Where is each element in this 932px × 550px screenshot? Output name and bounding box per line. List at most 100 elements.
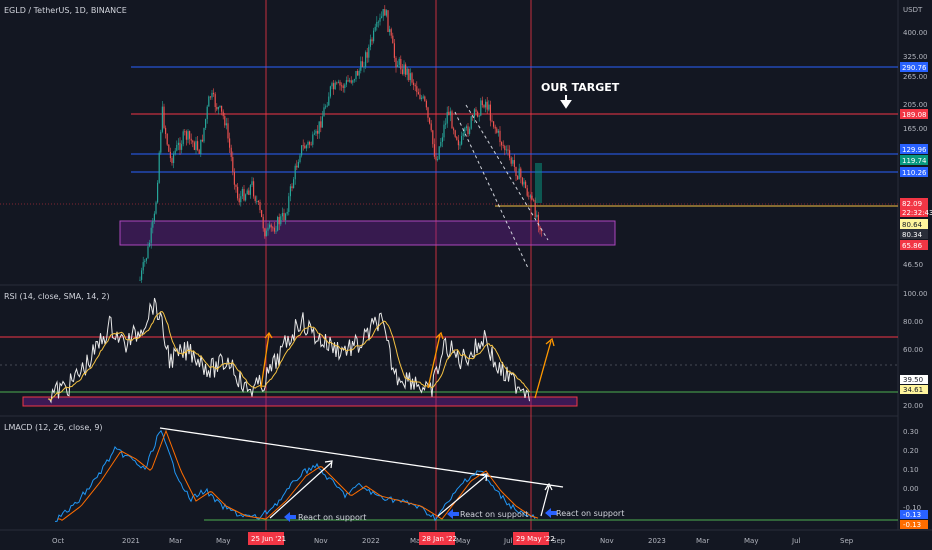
candle-body (145, 258, 147, 261)
candle-body (454, 130, 456, 137)
candle-body (526, 188, 528, 196)
candle-body (481, 100, 483, 106)
candle-body (438, 146, 440, 160)
candle-body (344, 84, 346, 89)
candle-body (523, 181, 525, 185)
candle-body (182, 131, 184, 145)
react-support-3: React on support (556, 509, 624, 518)
candle-body (446, 111, 448, 124)
price-axis-tags: 290.76 189.08 129.96 119.74 110.26 82.0922:32… (900, 62, 932, 250)
price-candles (139, 5, 543, 283)
macd-white-arrows (269, 460, 553, 519)
candle-body (521, 177, 523, 185)
candle-body (230, 147, 232, 157)
support-zone[interactable] (119, 220, 616, 246)
candle-body (163, 106, 165, 128)
time-marker-label: 25 Jun '21 (251, 535, 286, 543)
candle-body (501, 142, 503, 146)
rsi-tick: 100.00 (903, 290, 928, 298)
candle-body (187, 131, 189, 140)
candle-body (161, 106, 163, 132)
macd-arrow-1 (269, 460, 333, 519)
candle-body (310, 144, 312, 146)
candle-body (494, 126, 496, 129)
candle-body (289, 186, 291, 197)
candle-body (459, 144, 461, 146)
candle-body (371, 39, 373, 42)
candle-body (294, 165, 296, 180)
candle-body (240, 196, 242, 203)
candle-body (353, 79, 355, 81)
wedge-line-lower (454, 111, 529, 269)
candle-body (355, 70, 357, 80)
candle-body (312, 134, 314, 145)
candle-body (177, 142, 179, 145)
macd-arrow-3 (540, 482, 553, 517)
candle-body (171, 158, 173, 164)
macd-tick: -0.10 (903, 504, 921, 512)
candle-body (422, 96, 424, 98)
candle-body (510, 157, 512, 164)
candle-body (307, 141, 309, 146)
price-axis-ticks: 400.00 325.00 265.00 205.00 165.00 46.50 (903, 29, 928, 269)
candle-body (435, 156, 437, 161)
macd-tag-2 (900, 520, 928, 529)
candle-body (377, 21, 379, 23)
candle-body (417, 92, 419, 95)
price-tick: 265.00 (903, 73, 928, 81)
candle-body (211, 92, 213, 98)
candle-body (328, 96, 330, 106)
candle-body (238, 198, 240, 203)
candle-body (525, 181, 527, 189)
candle-body (397, 64, 399, 68)
candle-body (421, 97, 423, 100)
candle-body (334, 82, 336, 90)
candle-body (243, 189, 245, 201)
price-tag-bg (900, 144, 928, 154)
macd-tick: 0.20 (903, 447, 919, 455)
candle-body (416, 86, 418, 93)
candle-body (261, 210, 263, 217)
rsi-tag-1 (900, 375, 928, 384)
macd-line (55, 429, 536, 522)
time-axis-markers: 25 Jun '21 28 Jan '22 29 May '22 (248, 532, 555, 545)
candle-body (333, 83, 335, 90)
candle-body (229, 138, 231, 148)
time-label: May (744, 537, 758, 545)
candle-body (502, 145, 504, 146)
candle-body (169, 151, 171, 159)
candle-body (235, 184, 237, 187)
candle-body (365, 52, 367, 67)
candle-body (270, 224, 272, 228)
candle-body (305, 145, 307, 149)
candle-body (486, 101, 488, 110)
rsi-value-2: 34.61 (903, 386, 923, 394)
candle-body (325, 106, 327, 108)
candle-body (329, 86, 331, 97)
candle-body (376, 21, 378, 27)
price-tag-value: 119.74 (902, 157, 927, 165)
candle-body (269, 224, 271, 228)
candle-body (400, 59, 402, 70)
candle-body (496, 128, 498, 133)
candle-body (462, 133, 464, 137)
candle-body (541, 230, 543, 232)
candle-body (469, 128, 471, 134)
macd-tick: 0.10 (903, 466, 919, 474)
candle-body (313, 133, 315, 135)
time-label: Nov (314, 537, 328, 545)
candle-body (299, 155, 301, 163)
candle-body (201, 139, 203, 142)
price-tag-bg (900, 109, 928, 119)
candle-body (149, 242, 151, 247)
candle-body (144, 260, 146, 263)
candle-body (309, 141, 311, 145)
candle-body (225, 123, 227, 126)
candle-body (411, 73, 413, 83)
candle-body (512, 160, 514, 164)
candle-body (361, 61, 363, 67)
candle-body (470, 116, 472, 129)
candle-body (317, 130, 319, 134)
candle-body (152, 220, 154, 228)
